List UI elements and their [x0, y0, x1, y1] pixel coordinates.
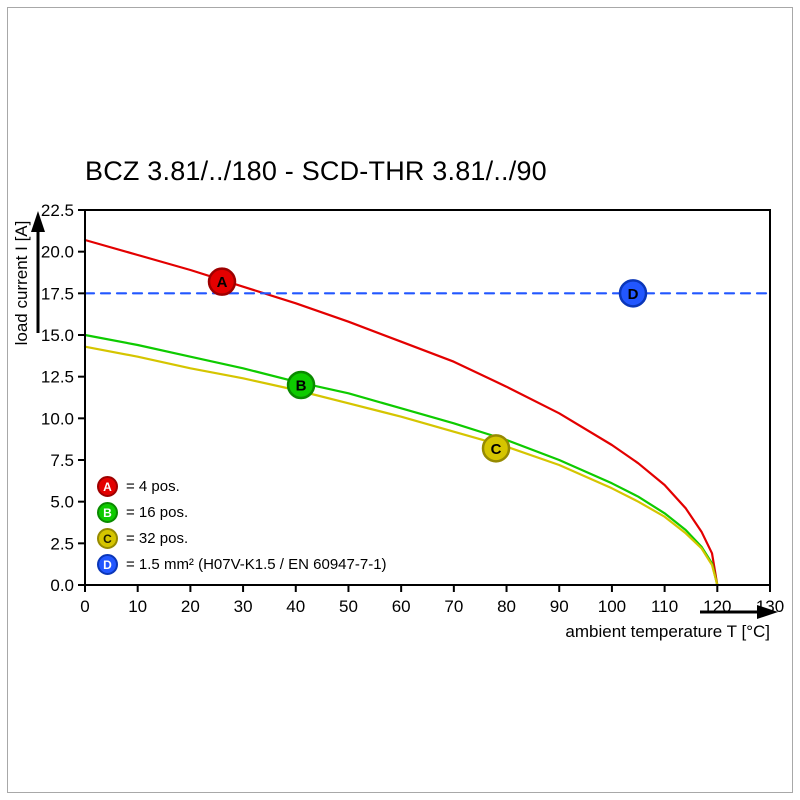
- marker-C-icon: [481, 434, 511, 463]
- x-tick-label: 80: [497, 597, 516, 616]
- marker-D-letter: D: [628, 286, 639, 303]
- legend-item-c: C = 32 pos.: [97, 528, 387, 549]
- x-axis-arrowhead-icon: [757, 605, 778, 619]
- legend-item-d: D = 1.5 mm² (H07V-K1.5 / EN 60947-7-1): [97, 554, 387, 575]
- legend-badge-d-icon: D: [97, 554, 118, 575]
- chart-title: BCZ 3.81/../180 - SCD-THR 3.81/../90: [85, 156, 547, 186]
- y-tick-label: 5.0: [50, 493, 74, 512]
- legend-label-b: = 16 pos.: [126, 504, 189, 521]
- y-tick-label: 7.5: [50, 451, 74, 470]
- y-tick-label: 22.5: [41, 201, 74, 220]
- legend-item-b: B = 16 pos.: [97, 502, 387, 523]
- marker-A-letter: A: [217, 274, 228, 291]
- x-tick-label: 20: [181, 597, 200, 616]
- legend-label-d: = 1.5 mm² (H07V-K1.5 / EN 60947-7-1): [126, 556, 387, 573]
- y-tick-label: 2.5: [50, 534, 74, 553]
- y-axis-label: load current I [A]: [12, 220, 31, 346]
- x-tick-label: 100: [598, 597, 626, 616]
- marker-B-icon: [286, 370, 316, 400]
- legend-label-a: = 4 pos.: [126, 478, 180, 495]
- marker-B-letter: B: [296, 378, 307, 395]
- marker-C-letter: C: [491, 441, 502, 458]
- x-tick-label: 70: [444, 597, 463, 616]
- legend-badge-c-letter: C: [103, 531, 112, 546]
- plot-border: [84, 209, 771, 586]
- x-axis-label: ambient temperature T [°C]: [565, 622, 770, 641]
- legend-label-c: = 32 pos.: [126, 530, 189, 547]
- marker-A-icon: [207, 267, 237, 296]
- y-tick-label: 17.5: [41, 284, 74, 303]
- legend-badge-c-icon: C: [97, 528, 118, 549]
- y-tick-label: 20.0: [41, 243, 74, 262]
- y-tick-label: 15.0: [41, 326, 74, 345]
- x-tick-label: 60: [392, 597, 411, 616]
- y-tick-label: 10.0: [41, 409, 74, 428]
- marker-D-icon: [618, 279, 648, 308]
- x-tick-label: 50: [339, 597, 358, 616]
- legend-badge-a-icon: A: [97, 476, 118, 497]
- legend-item-a: A = 4 pos.: [97, 476, 387, 497]
- legend-badge-d-letter: D: [103, 557, 112, 572]
- legend-badge-b-letter: B: [103, 505, 112, 520]
- x-tick-label: 90: [550, 597, 569, 616]
- legend-badge-b-icon: B: [97, 502, 118, 523]
- y-axis-arrowhead-icon: [31, 211, 45, 232]
- x-tick-label: 40: [286, 597, 305, 616]
- legend-badge-a-letter: A: [103, 479, 112, 494]
- y-tick-label: 0.0: [50, 576, 74, 595]
- x-tick-label: 110: [651, 597, 678, 616]
- legend: A = 4 pos. B = 16 pos. C = 32 pos. D = 1…: [97, 476, 387, 575]
- y-tick-label: 12.5: [41, 368, 74, 387]
- x-tick-label: 30: [234, 597, 253, 616]
- x-tick-label: 0: [80, 597, 89, 616]
- x-tick-label: 10: [128, 597, 147, 616]
